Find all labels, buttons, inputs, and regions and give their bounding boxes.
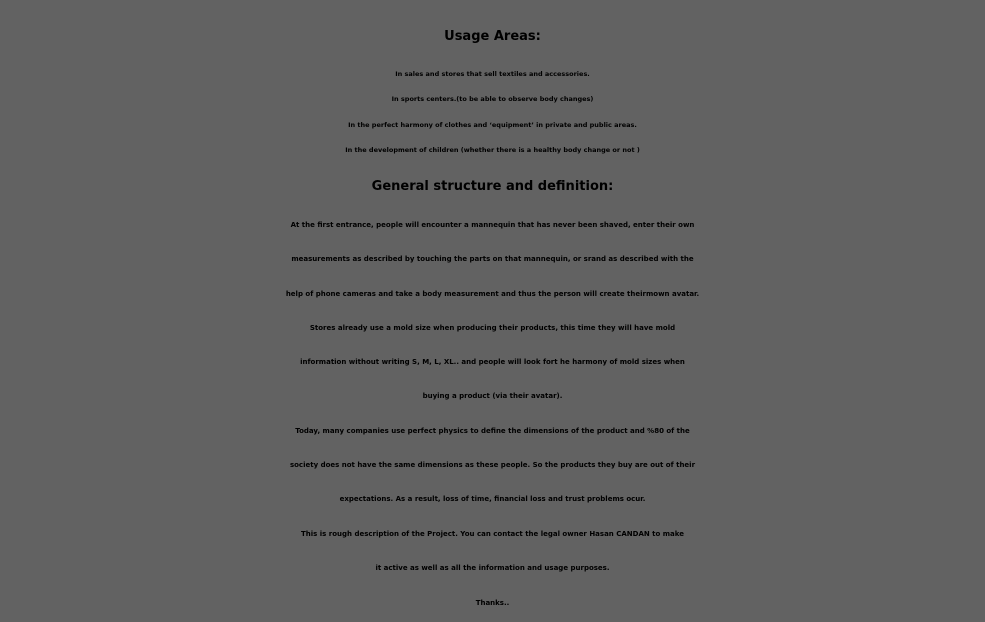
body-line: society does not have the same dimension… (289, 461, 696, 470)
structure-body: At the first entrance, people will encou… (0, 208, 985, 585)
body-line: it active as well as all the information… (375, 563, 610, 572)
body-line: measurements as described by touching th… (291, 255, 694, 264)
body-line: Stores already use a mold size when prod… (309, 323, 676, 332)
usage-area-item: In the perfect harmony of clothes and ‘e… (348, 120, 637, 129)
usage-area-item: In the development of children (whether … (345, 145, 640, 154)
body-line: expectations. As a result, loss of time,… (339, 495, 646, 504)
structure-heading: General structure and definition: (371, 179, 614, 194)
body-line: buying a product (via their avatar). (422, 392, 563, 401)
thanks-text: Thanks.. (475, 599, 510, 607)
body-line: help of phone cameras and take a body me… (285, 289, 700, 298)
usage-area-item: In sales and stores that sell textiles a… (395, 70, 590, 78)
body-line: At the first entrance, people will encou… (290, 221, 695, 229)
body-line: This is rough description of the Project… (301, 529, 684, 538)
usage-areas-list: In sales and stores that sell textiles a… (0, 62, 985, 163)
body-line: information without writing S, M, L, XL.… (300, 358, 685, 367)
usage-areas-heading: Usage Areas: (444, 29, 541, 44)
usage-area-item: In sports centers.(to be able to observe… (391, 95, 594, 104)
body-line: Today, many companies use perfect physic… (295, 426, 690, 435)
